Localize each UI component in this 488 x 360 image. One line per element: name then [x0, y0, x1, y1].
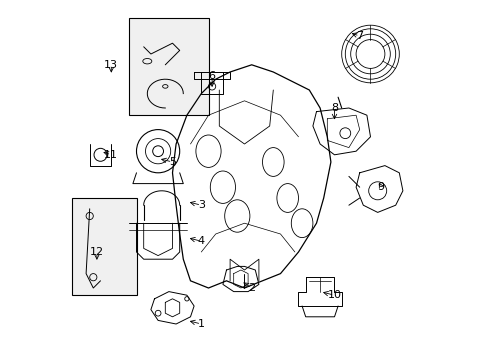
Text: 6: 6 [208, 71, 215, 81]
Text: 9: 9 [377, 182, 384, 192]
Text: 2: 2 [247, 283, 255, 293]
Text: 12: 12 [90, 247, 104, 257]
Text: 11: 11 [104, 150, 118, 160]
Text: 8: 8 [330, 103, 337, 113]
Text: 5: 5 [169, 157, 176, 167]
Text: 3: 3 [197, 200, 204, 210]
Text: 13: 13 [104, 60, 118, 70]
Bar [129, 18, 208, 115]
Text: 7: 7 [355, 31, 363, 41]
Text: 10: 10 [327, 290, 341, 300]
Text: 4: 4 [197, 236, 204, 246]
Text: 1: 1 [197, 319, 204, 329]
Bar [72, 198, 136, 295]
